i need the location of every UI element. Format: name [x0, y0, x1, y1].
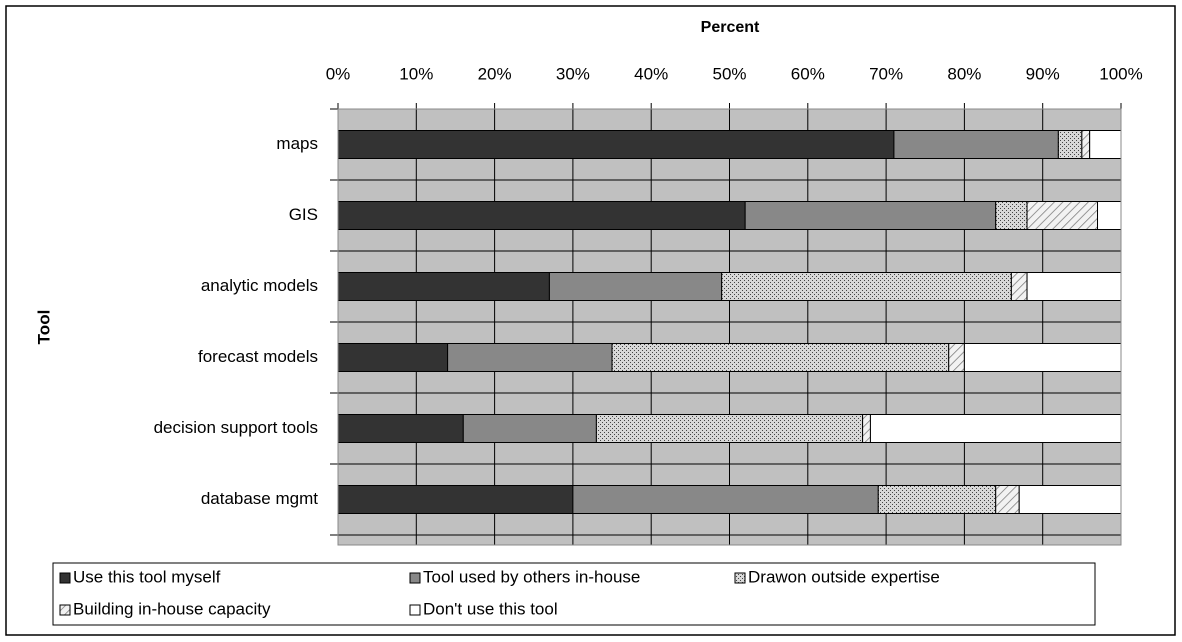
bar-segment — [877, 485, 997, 514]
bar-segment — [995, 201, 1028, 230]
x-tick-label: 40% — [634, 64, 668, 83]
x-tick-label: 60% — [791, 64, 825, 83]
bar-segment — [337, 130, 895, 159]
y-axis-title: Tool — [34, 310, 53, 345]
plot-border — [337, 108, 1122, 546]
bar-segment — [611, 343, 950, 372]
x-tick-label: 30% — [556, 64, 590, 83]
bar-segment — [963, 343, 1122, 372]
bar-segment — [1057, 130, 1083, 159]
y-tick-label: forecast models — [198, 347, 318, 366]
bar-segment — [595, 414, 864, 443]
x-tick-label: 20% — [478, 64, 512, 83]
legend-label: Tool used by others in-house — [423, 567, 640, 586]
x-tick-label: 80% — [947, 64, 981, 83]
bar-segment — [1026, 272, 1122, 301]
x-tick-label: 100% — [1099, 64, 1142, 83]
bar-segment — [1089, 130, 1122, 159]
bar-segment — [447, 343, 613, 372]
x-tick-label: 50% — [712, 64, 746, 83]
bar-segment — [462, 414, 597, 443]
legend-swatch — [59, 604, 71, 616]
bar-segment — [1018, 485, 1122, 514]
bar-segment — [862, 414, 871, 443]
bar-segment — [1010, 272, 1028, 301]
y-tick-label: database mgmt — [201, 489, 318, 508]
legend-swatch — [59, 572, 71, 584]
bar-segment — [337, 201, 746, 230]
bar-segment — [948, 343, 965, 372]
x-tick-label: 10% — [399, 64, 433, 83]
bar-segment — [1026, 201, 1099, 230]
legend-swatch — [409, 572, 421, 584]
bar-segment — [337, 414, 464, 443]
bar-segment — [337, 272, 550, 301]
legend-box — [52, 562, 1096, 626]
x-axis-title: Percent — [701, 19, 760, 36]
y-tick-label: GIS — [289, 205, 318, 224]
x-tick-label: 90% — [1026, 64, 1060, 83]
bar-segment — [548, 272, 723, 301]
legend-label: Building in-house capacity — [73, 599, 271, 618]
legend-swatch — [409, 604, 421, 616]
legend-swatch — [734, 572, 746, 584]
x-tick-label: 70% — [869, 64, 903, 83]
bar-segment — [995, 485, 1020, 514]
bar-segment — [337, 485, 574, 514]
bar-segment — [721, 272, 1012, 301]
legend-label: Use this tool myself — [73, 567, 221, 586]
legend-label: Don't use this tool — [423, 599, 558, 618]
x-tick-label: 0% — [326, 64, 351, 83]
bar-segment — [572, 485, 879, 514]
y-tick-label: maps — [276, 134, 318, 153]
legend-label: Drawon outside expertise — [748, 567, 940, 586]
bar-segment — [1081, 130, 1091, 159]
bar-segment — [1097, 201, 1122, 230]
bar-segment — [337, 343, 449, 372]
bar-segment — [893, 130, 1059, 159]
bar-segment — [744, 201, 997, 230]
bar-segment — [869, 414, 1122, 443]
y-tick-label: analytic models — [201, 276, 318, 295]
y-tick-label: decision support tools — [154, 418, 318, 437]
